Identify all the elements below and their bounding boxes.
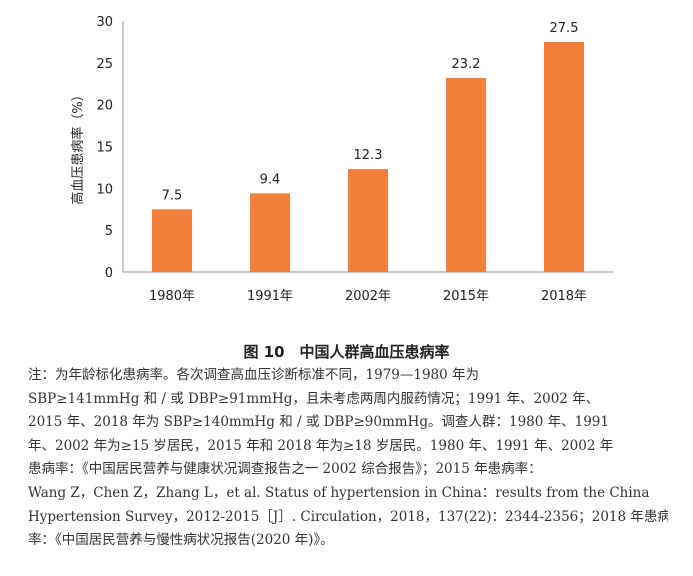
y-tick-label: 25 [96, 57, 113, 72]
x-tick-label: 2018年 [541, 289, 587, 304]
x-tick-label: 2015年 [443, 289, 489, 304]
x-tick-label: 1980年 [149, 289, 195, 304]
y-tick-label: 0 [105, 266, 113, 281]
y-tick-label: 20 [96, 99, 113, 114]
data-label: 23.2 [452, 57, 481, 72]
note-line: Wang Z，Chen Z，Zhang L，et al. Status of h… [28, 484, 650, 501]
data-label: 27.5 [550, 21, 579, 36]
note-line: 年、2002 年为≥15 岁居民，2015 年和 2018 年为≥18 岁居民。… [28, 437, 614, 454]
note-line: Hypertension Survey，2012-2015［J］. Circul… [28, 508, 668, 525]
figure-title: 图 10 中国人群高血压患病率 [243, 343, 450, 361]
y-tick-label: 5 [105, 224, 113, 239]
figure-notes: 注：为年龄标化患病率。各次调查高血压诊断标准不同，1979—1980 年为 SB… [28, 364, 668, 553]
bar [544, 41, 584, 272]
data-label: 9.4 [260, 172, 281, 187]
y-tick-label: 10 [96, 182, 113, 197]
note-line: 率：《中国居民营养与慢性病状况报告(2020 年)》。 [28, 532, 334, 549]
note-line: 注：为年龄标化患病率。各次调查高血压诊断标准不同，1979—1980 年为 [28, 367, 480, 383]
y-axis-label: 高血压患病率（%） [70, 88, 86, 204]
bar [348, 169, 388, 272]
bar-chart: 0 5 10 15 20 25 30 7.5 1980年 9.4 1991年 12.3 2002年 23.… [70, 15, 613, 304]
data-label: 7.5 [162, 188, 183, 203]
note-line: 患病率：《中国居民营养与健康状况调查报告之一 2002 综合报告》；2015 年… [28, 461, 542, 478]
note-line: 2015 年、2018 年为 SBP≥140mmHg 和 / 或 DBP≥90m… [28, 414, 609, 431]
bar [446, 77, 486, 272]
x-tick-label: 2002年 [345, 289, 391, 304]
x-tick-label: 1991年 [247, 289, 293, 304]
note-line: SBP≥141mmHg 和 / 或 DBP≥91mmHg，且未考虑两周内服药情况… [28, 390, 600, 407]
bar [250, 193, 290, 272]
y-tick-label: 30 [96, 15, 113, 30]
data-label: 12.3 [354, 148, 383, 163]
y-tick-label: 15 [96, 141, 113, 156]
bar [152, 209, 192, 272]
